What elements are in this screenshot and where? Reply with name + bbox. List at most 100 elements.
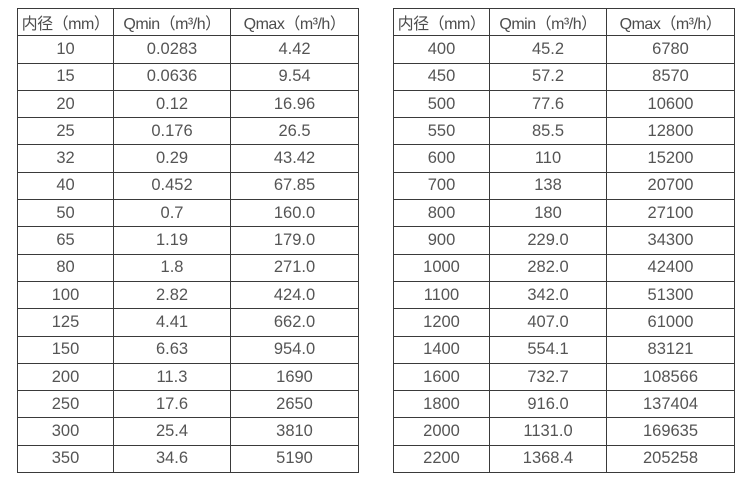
table-cell: 50 [17,199,114,228]
table-row: 2000 1131.0 169635 [393,417,735,446]
table-row: 300 25.4 3810 [17,417,359,446]
table-row: 50 0.7 160.0 [17,199,359,228]
column-header: 内径（mm） [393,7,490,37]
table-cell: 57.2 [489,62,607,91]
table-row: 1800 916.0 137404 [393,390,735,419]
table-cell: 0.7 [113,199,231,228]
table-row: 150 6.63 954.0 [17,335,359,364]
table-cell: 0.0283 [113,35,231,64]
table-cell: 900 [393,226,490,255]
table-cell: 85.5 [489,117,607,146]
table-row: 500 77.6 10600 [393,89,735,119]
table-body: 10 0.0283 4.42 15 0.0636 9.54 20 0.12 16.96 25 0.1… [17,35,359,474]
table-cell: 205258 [606,444,735,474]
table-cell: 110 [489,144,607,173]
table-cell: 342.0 [489,280,607,310]
table-row: 700 138 20700 [393,171,735,201]
table-row: 1400 554.1 83121 [393,335,735,364]
table-cell: 282.0 [489,253,607,282]
table-row: 25 0.176 26.5 [17,117,359,146]
table-cell: 954.0 [230,335,359,364]
table-row: 15 0.0636 9.54 [17,62,359,91]
table-cell: 1800 [393,390,490,419]
table-row: 250 17.6 2650 [17,390,359,419]
table-cell: 15200 [606,144,735,173]
table-cell: 11.3 [113,362,231,392]
table-cell: 6780 [606,35,735,64]
table-cell: 2650 [230,390,359,419]
table-cell: 43.42 [230,144,359,173]
table-cell: 9.54 [230,62,359,91]
table-cell: 0.0636 [113,62,231,91]
table-cell: 169635 [606,417,735,446]
table-cell: 1400 [393,335,490,364]
table-cell: 4.41 [113,308,231,337]
table-cell: 0.12 [113,89,231,119]
table-cell: 1600 [393,362,490,392]
table-cell: 3810 [230,417,359,446]
table-cell: 400 [393,35,490,64]
table-cell: 450 [393,62,490,91]
table-row: 1100 342.0 51300 [393,280,735,310]
table-header: 内径（mm） Qmin（m³/h） Qmax（m³/h） [393,7,735,37]
table-cell: 2000 [393,417,490,446]
table-row: 1200 407.0 61000 [393,308,735,337]
table-row: 125 4.41 662.0 [17,308,359,337]
table-cell: 32 [17,144,114,173]
table-row: 800 180 27100 [393,199,735,228]
table-cell: 200 [17,362,114,392]
table-cell: 0.176 [113,117,231,146]
table-row: 200 11.3 1690 [17,362,359,392]
table-cell: 1131.0 [489,417,607,446]
table-row: 100 2.82 424.0 [17,280,359,310]
table-cell: 77.6 [489,89,607,119]
table-body: 400 45.2 6780 450 57.2 8570 500 77.6 10600 550 85.… [393,35,735,474]
table-cell: 1690 [230,362,359,392]
table-row: 350 34.6 5190 [17,444,359,474]
table-cell: 554.1 [489,335,607,364]
table-cell: 16.96 [230,89,359,119]
table-cell: 27100 [606,199,735,228]
table-cell: 500 [393,89,490,119]
table-cell: 34300 [606,226,735,255]
table-row: 2200 1368.4 205258 [393,444,735,474]
table-cell: 1200 [393,308,490,337]
table-cell: 0.29 [113,144,231,173]
table-cell: 45.2 [489,35,607,64]
table-cell: 732.7 [489,362,607,392]
table-cell: 83121 [606,335,735,364]
table-cell: 4.42 [230,35,359,64]
table-cell: 100 [17,280,114,310]
table-cell: 6.63 [113,335,231,364]
table-cell: 424.0 [230,280,359,310]
table-cell: 125 [17,308,114,337]
table-cell: 407.0 [489,308,607,337]
header-row: 内径（mm） Qmin（m³/h） Qmax（m³/h） [17,7,359,37]
table-row: 400 45.2 6780 [393,35,735,64]
table-cell: 180 [489,199,607,228]
table-cell: 0.452 [113,171,231,201]
table-cell: 2.82 [113,280,231,310]
table-cell: 1.19 [113,226,231,255]
table-cell: 67.85 [230,171,359,201]
table-cell: 108566 [606,362,735,392]
table-cell: 5190 [230,444,359,474]
column-header: Qmax（m³/h） [606,7,735,37]
table-cell: 61000 [606,308,735,337]
table-cell: 25 [17,117,114,146]
table-row: 450 57.2 8570 [393,62,735,91]
table-cell: 1000 [393,253,490,282]
table-cell: 229.0 [489,226,607,255]
table-cell: 20700 [606,171,735,201]
table-cell: 662.0 [230,308,359,337]
flow-table-small-diameters: 内径（mm） Qmin（m³/h） Qmax（m³/h） 10 0.0283 4.42 1… [17,7,359,474]
table-cell: 10 [17,35,114,64]
table-cell: 160.0 [230,199,359,228]
table-cell: 1368.4 [489,444,607,474]
table-cell: 26.5 [230,117,359,146]
table-cell: 700 [393,171,490,201]
table-cell: 20 [17,89,114,119]
table-row: 10 0.0283 4.42 [17,35,359,64]
table-cell: 350 [17,444,114,474]
table-cell: 42400 [606,253,735,282]
